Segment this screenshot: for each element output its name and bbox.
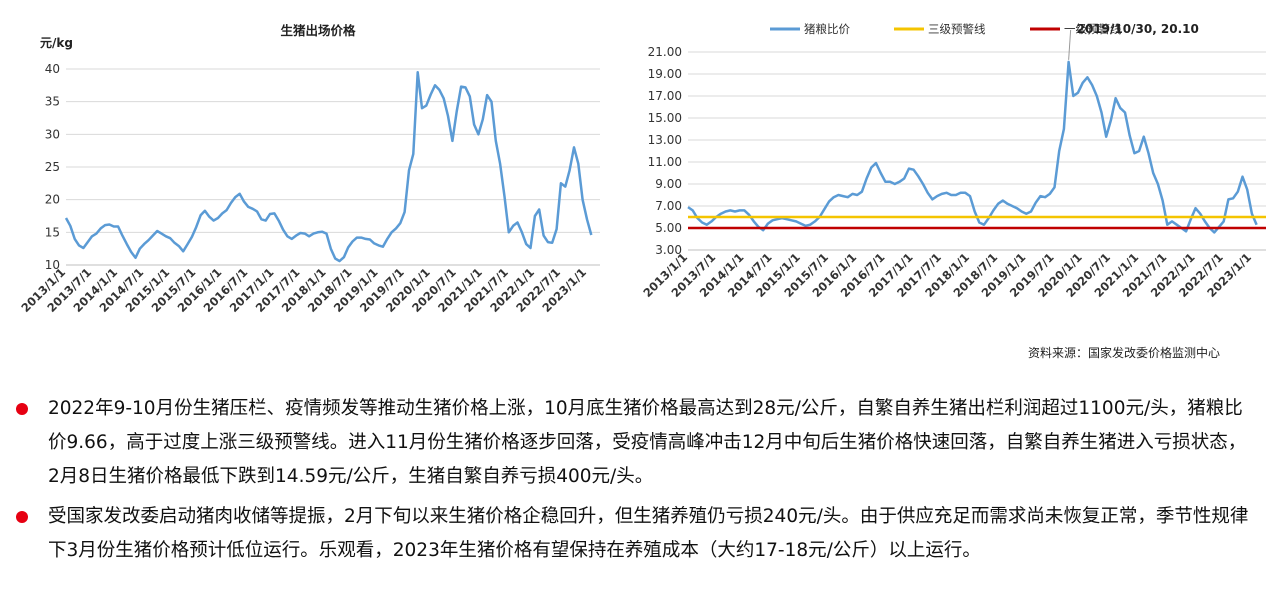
y-tick-label: 10 (45, 258, 60, 272)
y-tick-label: 13.00 (648, 133, 682, 147)
legend-label: 猪粮比价 (804, 22, 850, 36)
peak-annotation: 2019/10/30, 20.10 (1077, 22, 1199, 36)
bullet-text: 受国家发改委启动猪肉收储等提振，2月下旬以来生猪价格企稳回升，但生猪养殖仍亏损2… (48, 506, 1249, 561)
y-tick-label: 20 (45, 193, 60, 207)
y-tick-label: 35 (45, 95, 60, 109)
y-tick-label: 15.00 (648, 111, 682, 125)
y-tick-label: 17.00 (648, 89, 682, 103)
series-line (687, 60, 1258, 234)
legend-label: 三级预警线 (928, 22, 986, 36)
annotation-leader (1068, 29, 1072, 60)
series-line (64, 71, 593, 263)
y-tick-label: 9.00 (655, 177, 682, 191)
y-tick-label: 40 (45, 62, 60, 76)
y-tick-label: 19.00 (648, 67, 682, 81)
bullet-list: 2022年9-10月份生猪压栏、疫情频发等推动生猪价格上涨，10月底生猪价格最高… (12, 392, 1257, 568)
y-tick-label: 7.00 (655, 199, 682, 213)
pig-grain-ratio-chart: 3.00 5.00 7.00 9.00 11.00 13.00 15.00 17.00 19.0… (640, 22, 1266, 300)
y-tick-label: 3.00 (655, 243, 682, 257)
y-tick-label: 21.00 (648, 45, 682, 59)
chart-title: 生猪出场价格 (280, 23, 356, 38)
y-tick-label: 15 (45, 225, 60, 239)
bullet-item: 受国家发改委启动猪肉收储等提振，2月下旬以来生猪价格企稳回升，但生猪养殖仍亏损2… (12, 500, 1257, 568)
bullet-dot (16, 511, 28, 523)
bullet-text: 2022年9-10月份生猪压栏、疫情频发等推动生猪价格上涨，10月底生猪价格最高… (48, 398, 1247, 487)
source-note: 资料来源：国家发改委价格监测中心 (1028, 346, 1221, 360)
y-tick-label: 30 (45, 127, 60, 141)
bullet-dot (16, 403, 28, 415)
y-tick-label: 25 (45, 160, 60, 174)
y-axis-label: 元/kg (40, 36, 73, 50)
legend-label: 一级预警线 (1064, 22, 1122, 36)
bullet-item: 2022年9-10月份生猪压栏、疫情频发等推动生猪价格上涨，10月底生猪价格最高… (12, 392, 1257, 494)
y-tick-label: 5.00 (655, 221, 682, 235)
y-tick-label: 11.00 (648, 155, 682, 169)
pig-price-chart: 101520253035402013/1/12013/7/12014/1/120… (18, 23, 600, 315)
